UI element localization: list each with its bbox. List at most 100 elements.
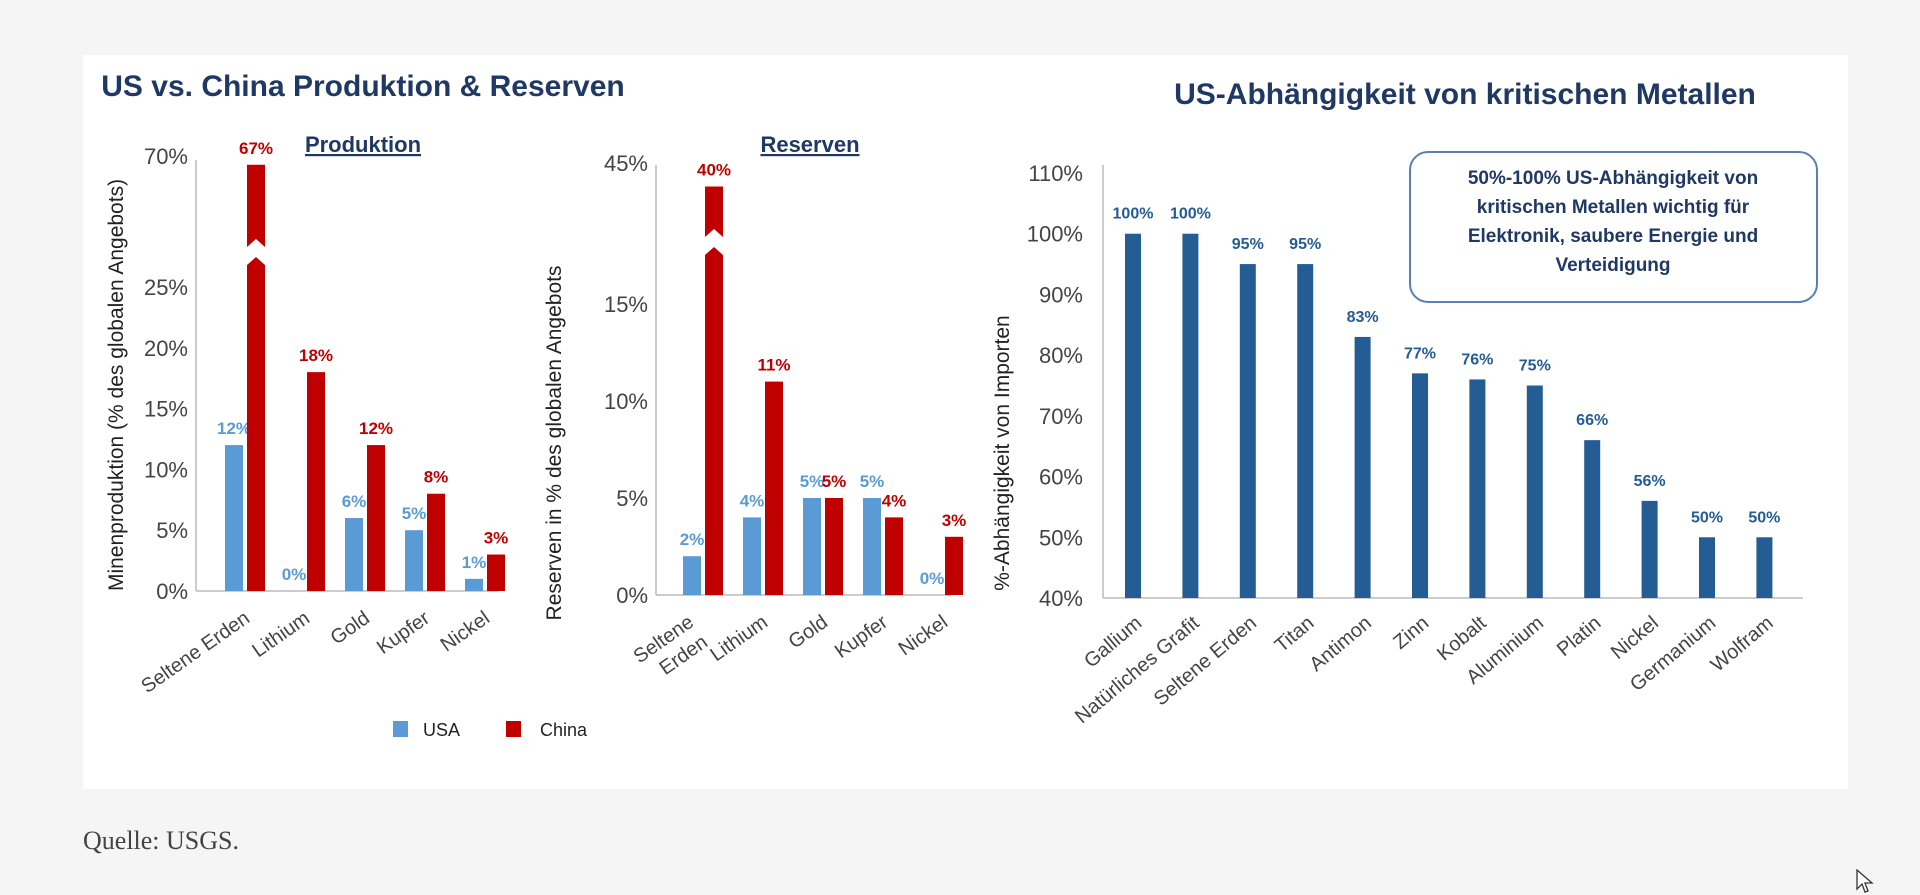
x-tick-label: Gold — [327, 607, 374, 649]
y-tick-label: 10% — [604, 389, 648, 414]
bar-antimon — [1354, 336, 1371, 598]
data-label: 50% — [1691, 509, 1723, 526]
y-tick-label: 10% — [144, 457, 188, 482]
bar-seltene-erden — [1239, 264, 1256, 598]
group-title: US vs. China Produktion & Reserven — [101, 70, 624, 103]
usa-bar-nickel — [465, 578, 483, 591]
source-note: Quelle: USGS. — [83, 826, 239, 855]
y-tick-label: 5% — [616, 486, 648, 511]
y-tick-label: 70% — [1039, 404, 1083, 429]
data-label: 3% — [484, 529, 509, 548]
data-label: 6% — [342, 492, 367, 511]
data-label: 12% — [217, 419, 251, 438]
china-bar-seltene-erden-top — [247, 164, 265, 247]
x-tick-label: Lithium — [248, 607, 313, 662]
data-label: 5% — [860, 472, 885, 491]
bar-gallium — [1125, 233, 1141, 598]
legend-china-label: China — [540, 720, 588, 740]
x-tick-label: Seltene Erden — [137, 607, 253, 698]
china-bar-lithium — [307, 372, 325, 591]
x-tick-label: Kupfer — [831, 611, 892, 663]
china-bar-gold — [367, 445, 385, 591]
bar-nat-rliches-grafit — [1182, 233, 1199, 598]
data-label: 40% — [697, 161, 731, 180]
y-tick-label: 25% — [144, 275, 188, 300]
data-label: 3% — [942, 511, 967, 530]
produktion-title: Produktion — [305, 132, 421, 157]
china-bar-seltene-erden-top — [705, 186, 723, 237]
china-bar-lithium — [765, 381, 783, 595]
dependency-title: US-Abhängigkeit von kritischen Metallen — [1174, 78, 1756, 111]
data-label: 56% — [1634, 473, 1666, 490]
data-label: 0% — [282, 565, 307, 584]
annotation-line: Elektronik, saubere Energie und — [1468, 226, 1758, 247]
y-tick-label: 50% — [1039, 525, 1083, 550]
x-tick-label: Nickel — [895, 611, 952, 660]
data-label: 100% — [1113, 206, 1154, 223]
data-label: 0% — [920, 569, 945, 588]
chart-figure: US vs. China Produktion & Reserven Produ… — [83, 55, 1848, 789]
mouse-pointer-icon — [1856, 869, 1874, 893]
reserven-ylabel: Reserven in % des globalen Angebots — [543, 266, 566, 621]
x-tick-label: Seltene Erden — [1150, 612, 1261, 710]
data-label: 8% — [424, 468, 449, 487]
x-tick-label: Kupfer — [373, 607, 434, 659]
bar-nickel — [1641, 500, 1658, 598]
data-label: 2% — [680, 530, 705, 549]
x-tick-label: Platin — [1553, 612, 1605, 661]
bar-aluminium — [1526, 385, 1543, 598]
china-bar-seltene-erden — [705, 247, 723, 595]
bar-germanium — [1699, 537, 1715, 598]
data-label: 77% — [1404, 345, 1436, 362]
legend-usa-swatch — [393, 721, 408, 737]
y-tick-label: 110% — [1028, 161, 1083, 186]
data-label: 5% — [402, 504, 427, 523]
y-tick-label: 80% — [1039, 343, 1083, 368]
china-bar-nickel — [487, 554, 505, 591]
usa-bar-gold — [803, 498, 821, 595]
usa-bar-gold — [345, 518, 363, 591]
annotation-line: Verteidigung — [1555, 255, 1670, 276]
reserven-title: Reserven — [760, 132, 859, 157]
dependency-ylabel: %-Abhängigkeit von Importen — [991, 315, 1014, 591]
usa-bar-seltene-erden — [225, 445, 243, 591]
bar-platin — [1584, 440, 1601, 598]
legend-usa-label: USA — [423, 720, 460, 740]
china-bar-kupfer — [427, 493, 445, 591]
chart-canvas: US vs. China Produktion & Reserven Produ… — [101, 70, 1818, 740]
bar-kobalt — [1469, 379, 1486, 598]
y-tick-label: 100% — [1027, 222, 1083, 247]
produktion-ylabel: Minenproduktion (% des globalen Angebots… — [105, 179, 128, 591]
data-label: 95% — [1289, 236, 1321, 253]
data-label: 66% — [1576, 412, 1608, 429]
y-tick-label: 0% — [156, 579, 188, 604]
data-label: 95% — [1232, 236, 1264, 253]
data-label: 100% — [1170, 206, 1211, 223]
reserven-chart: 0%5%10%15%45%2%40%ErdenSeltene4%11%Lithi… — [604, 151, 966, 680]
y-tick-label: 5% — [156, 518, 188, 543]
x-tick-label: Antimon — [1305, 612, 1375, 676]
y-tick-label: 70% — [144, 144, 188, 169]
bar-titan — [1297, 264, 1314, 598]
bar-wolfram — [1756, 537, 1773, 598]
data-label: 5% — [822, 472, 847, 491]
data-label: 76% — [1461, 351, 1493, 368]
x-tick-label: Wolfram — [1707, 612, 1778, 676]
produktion-chart: 0% 5% 10% 15% 20% 25% 70% 12% 67% Seltene Erden 0%… — [137, 139, 508, 698]
data-label: 5% — [800, 472, 825, 491]
annotation-box: 50%-100% US-Abhängigkeit von kritischen … — [1409, 151, 1818, 303]
y-tick-label: 40% — [1039, 586, 1083, 611]
y-tick-label: 15% — [604, 292, 648, 317]
data-label: 11% — [757, 356, 790, 375]
annotation-frame — [1409, 151, 1818, 303]
usa-bar-seltene-erden — [683, 556, 701, 595]
china-bar-seltene-erden — [247, 257, 265, 591]
x-tick-label: Lithium — [706, 611, 771, 666]
y-tick-label: 15% — [144, 397, 188, 422]
data-label: 4% — [740, 491, 765, 510]
data-label: 67% — [239, 139, 273, 158]
data-label: 12% — [359, 419, 393, 438]
annotation-line: 50%-100% US-Abhängigkeit von — [1468, 168, 1758, 189]
x-tick-label: Zinn — [1389, 612, 1433, 654]
y-tick-label: 45% — [604, 151, 648, 176]
